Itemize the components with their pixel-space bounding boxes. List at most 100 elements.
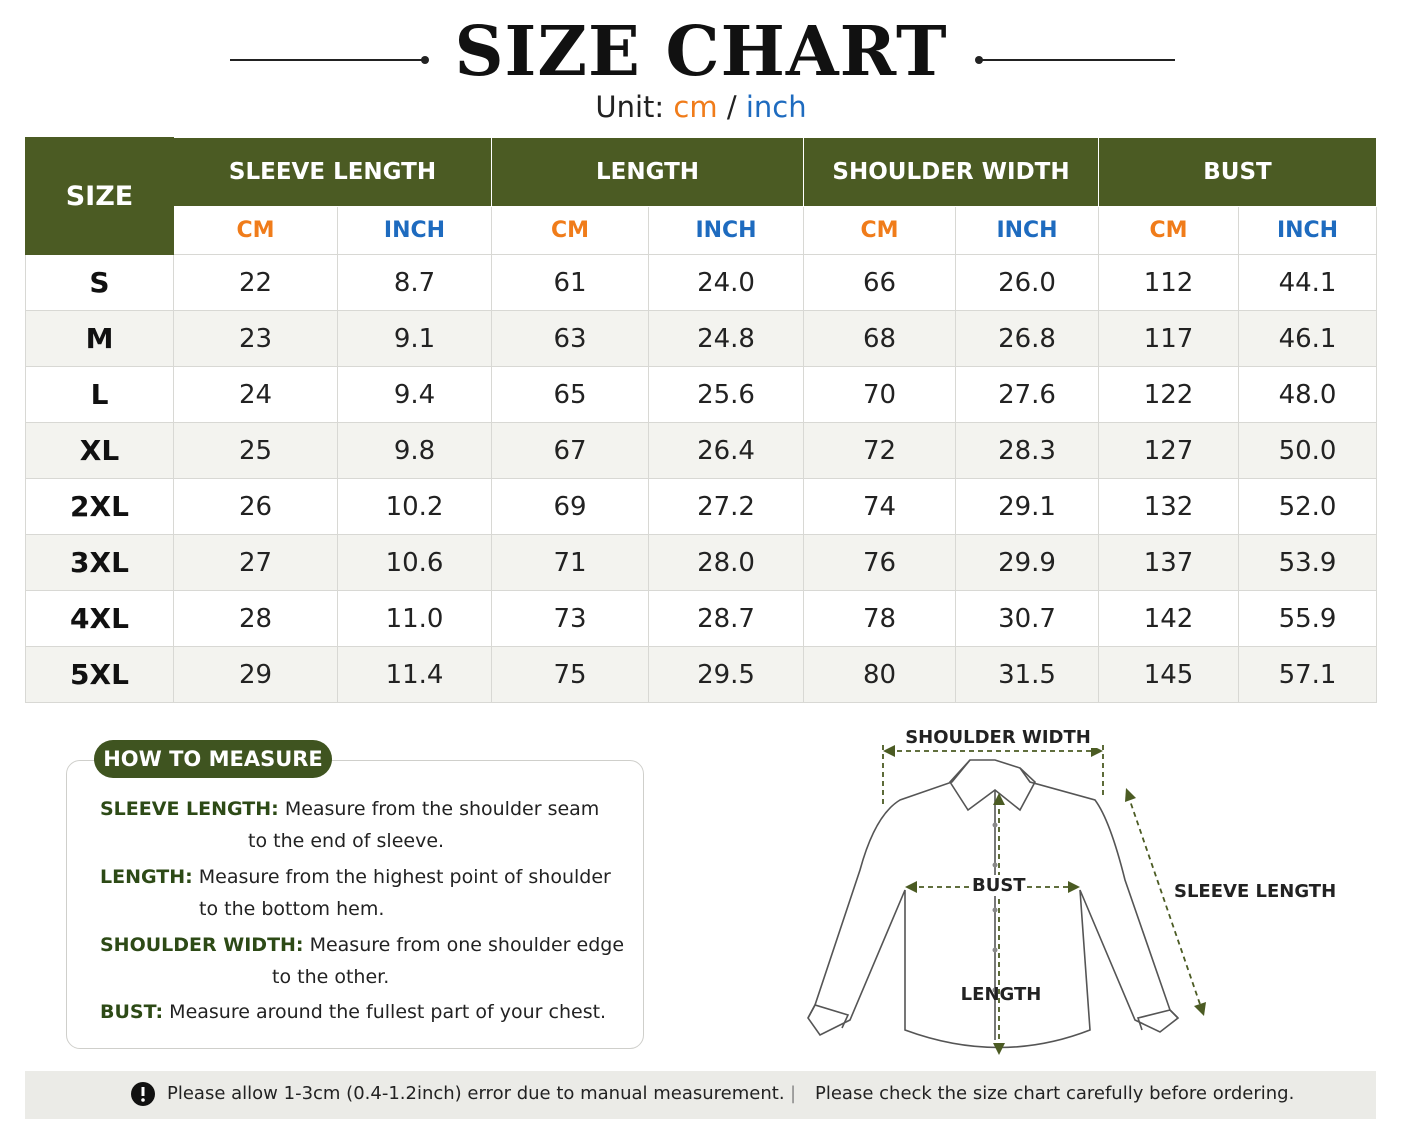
measurement: 52.0 xyxy=(1238,478,1378,535)
measurement: 10.6 xyxy=(336,534,493,591)
measure-term: LENGTH: xyxy=(100,866,193,888)
measurement: 44.1 xyxy=(1238,254,1378,311)
measurement: 24 xyxy=(173,366,338,423)
size-row: XL 25 9.8 67 26.4 72 28.3 127 50.0 xyxy=(25,422,1378,479)
title: SIZE CHART xyxy=(454,12,948,92)
measurement: 9.4 xyxy=(336,366,493,423)
measurement: 27.6 xyxy=(955,366,1100,423)
measurement: 122 xyxy=(1098,366,1240,423)
unit-header: INCH xyxy=(336,206,493,255)
measure-line: SHOULDER WIDTH: Measure from one shoulde… xyxy=(100,934,624,956)
measure-text: Measure from the highest point of should… xyxy=(198,866,611,888)
footer-note: Please allow 1-3cm (0.4-1.2inch) error d… xyxy=(167,1083,785,1104)
measurement: 78 xyxy=(803,590,957,647)
title-decoration xyxy=(230,56,1175,64)
unit-header: CM xyxy=(803,206,957,255)
measurement: 24.0 xyxy=(648,254,805,311)
measure-term: SHOULDER WIDTH: xyxy=(100,934,304,956)
measurement: 30.7 xyxy=(955,590,1100,647)
measure-box xyxy=(66,760,644,1049)
size-row: S 22 8.7 61 24.0 66 26.0 112 44.1 xyxy=(25,254,1378,311)
measurement: 67 xyxy=(491,422,650,479)
measurement: 28.0 xyxy=(648,534,805,591)
measure-line: LENGTH: Measure from the highest point o… xyxy=(100,866,611,888)
size-row: 3XL 27 10.6 71 28.0 76 29.9 137 53.9 xyxy=(25,534,1378,591)
footer-note: Please check the size chart carefully be… xyxy=(815,1083,1295,1104)
header-row: SIZE SLEEVE LENGTH LENGTH SHOULDER WIDTH BUS… xyxy=(25,137,1378,255)
measure-cont: to the bottom hem. xyxy=(199,898,385,920)
measurement: 22 xyxy=(173,254,338,311)
measurement: 23 xyxy=(173,310,338,367)
measurement: 57.1 xyxy=(1238,646,1378,703)
footer xyxy=(25,1071,1376,1119)
measurement: 29.9 xyxy=(955,534,1100,591)
measurement: 48.0 xyxy=(1238,366,1378,423)
measurement: 66 xyxy=(803,254,957,311)
measurement: 68 xyxy=(803,310,957,367)
subheader-row: CM INCH CM INCH CM INCH CM INCH xyxy=(26,206,1378,255)
measure-cont: to the other. xyxy=(272,966,390,988)
measurement: 26 xyxy=(173,478,338,535)
size-row: 5XL 29 11.4 75 29.5 80 31.5 145 57.1 xyxy=(25,646,1378,703)
measurement: 29.5 xyxy=(648,646,805,703)
measure-title: HOW TO MEASURE xyxy=(94,740,332,778)
measurement: 132 xyxy=(1098,478,1240,535)
group-header: SLEEVE LENGTH xyxy=(172,137,493,207)
measurement: 46.1 xyxy=(1238,310,1378,367)
label-sleeve: SLEEVE LENGTH xyxy=(1174,881,1337,902)
measurement: 26.4 xyxy=(648,422,805,479)
size-header: SIZE xyxy=(25,137,174,255)
group-header: SHOULDER WIDTH xyxy=(803,137,1100,207)
measurement: 65 xyxy=(491,366,650,423)
measure-term: SLEEVE LENGTH: xyxy=(100,798,279,820)
unit-header: CM xyxy=(173,206,338,255)
measurement: 75 xyxy=(491,646,650,703)
measurement: 29 xyxy=(173,646,338,703)
measurement: 31.5 xyxy=(955,646,1100,703)
measurement: 28.3 xyxy=(955,422,1100,479)
measure-text: Measure around the fullest part of your … xyxy=(169,1001,607,1023)
label-shoulder: SHOULDER WIDTH xyxy=(898,727,1098,748)
measurement: 28 xyxy=(173,590,338,647)
measurement: 73 xyxy=(491,590,650,647)
unit-header: CM xyxy=(491,206,650,255)
measurement: 26.0 xyxy=(955,254,1100,311)
group-header: LENGTH xyxy=(491,137,805,207)
measurement: 11.0 xyxy=(336,590,493,647)
measurement: 10.2 xyxy=(336,478,493,535)
unit-header: CM xyxy=(1098,206,1240,255)
measurement: 72 xyxy=(803,422,957,479)
measurement: 24.8 xyxy=(648,310,805,367)
group-header: BUST xyxy=(1098,137,1378,207)
shirt-diagram xyxy=(807,745,1206,1055)
measure-text: Measure from one shoulder edge xyxy=(309,934,625,956)
unit-label: Unit: xyxy=(595,90,665,124)
label-length: LENGTH xyxy=(960,984,1042,1005)
measurement: 127 xyxy=(1098,422,1240,479)
size-row: L 24 9.4 65 25.6 70 27.6 122 48.0 xyxy=(25,366,1378,423)
measurement: 8.7 xyxy=(336,254,493,311)
unit-inch: inch xyxy=(745,90,807,124)
size-label: L xyxy=(25,366,174,423)
measure-cont: to the end of sleeve. xyxy=(248,830,445,852)
measurement: 70 xyxy=(803,366,957,423)
measurement: 112 xyxy=(1098,254,1240,311)
unit-header: INCH xyxy=(648,206,805,255)
measurement: 142 xyxy=(1098,590,1240,647)
measurement: 11.4 xyxy=(336,646,493,703)
size-label: M xyxy=(25,310,174,367)
measurement: 69 xyxy=(491,478,650,535)
size-label: S xyxy=(25,254,174,311)
size-row: M 23 9.1 63 24.8 68 26.8 117 46.1 xyxy=(25,310,1378,367)
size-row: 4XL 28 11.0 73 28.7 78 30.7 142 55.9 xyxy=(25,590,1378,647)
size-label: XL xyxy=(25,422,174,479)
footer-separator: | xyxy=(790,1083,797,1104)
unit-header: INCH xyxy=(955,206,1100,255)
measurement: 9.8 xyxy=(336,422,493,479)
measurement: 80 xyxy=(803,646,957,703)
measurement: 50.0 xyxy=(1238,422,1378,479)
measure-text: Measure from the shoulder seam xyxy=(284,798,600,820)
label-bust: BUST xyxy=(972,875,1026,896)
warning-icon xyxy=(131,1082,155,1106)
